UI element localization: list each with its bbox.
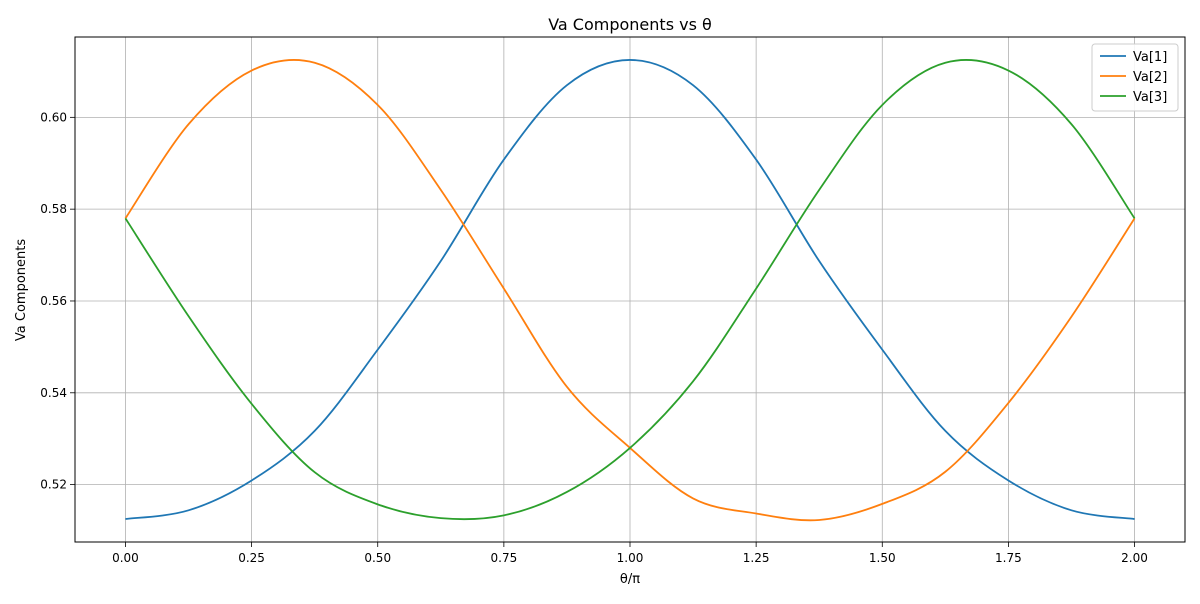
x-tick-label: 1.00 [617, 551, 644, 565]
legend: Va[1] Va[2] Va[3] [1092, 44, 1178, 111]
x-tick-label: 0.75 [491, 551, 518, 565]
x-axis-label: θ/π [620, 572, 640, 587]
y-tick-label: 0.56 [40, 294, 67, 308]
legend-label: Va[3] [1133, 90, 1167, 105]
x-tick-label: 0.50 [364, 551, 391, 565]
x-tick-label: 1.25 [743, 551, 770, 565]
x-tick-label: 1.75 [995, 551, 1022, 565]
x-tick-label: 0.25 [238, 551, 265, 565]
y-tick-label: 0.58 [40, 202, 67, 216]
y-tick-label: 0.52 [40, 478, 67, 492]
legend-label: Va[1] [1133, 50, 1167, 65]
x-tick-label: 0.00 [112, 551, 139, 565]
chart-title: Va Components vs θ [548, 15, 712, 34]
legend-label: Va[2] [1133, 70, 1167, 85]
y-axis-label: Va Components [14, 239, 29, 341]
x-tick-label: 2.00 [1121, 551, 1148, 565]
y-tick-label: 0.54 [40, 386, 67, 400]
x-tick-label: 1.50 [869, 551, 896, 565]
y-tick-label: 0.60 [40, 110, 67, 124]
